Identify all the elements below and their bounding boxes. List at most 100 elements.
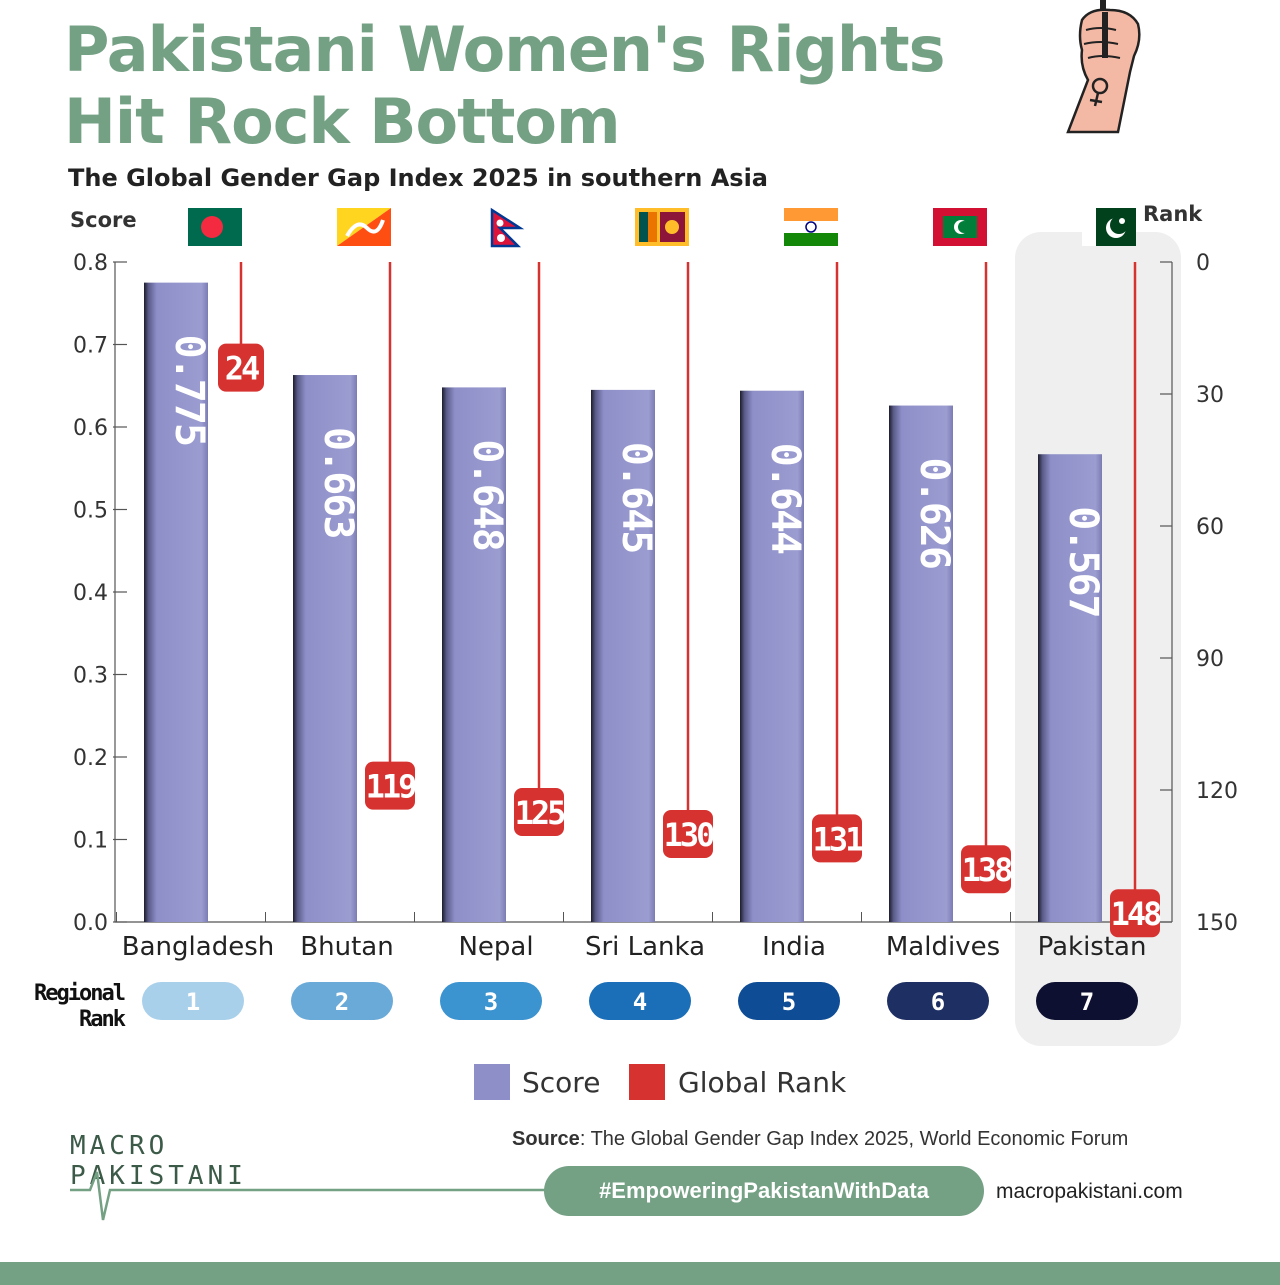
regional-rank-label: 4	[633, 988, 647, 1016]
score-value-label: 0.775	[166, 335, 212, 445]
y2-tick-label: 60	[1196, 515, 1224, 540]
rank-value-label: 119	[366, 768, 417, 806]
bangladesh-flag-icon	[188, 208, 242, 246]
score-bar	[740, 390, 804, 922]
y-tick-label: 0.5	[73, 499, 108, 524]
flag-white	[1082, 208, 1096, 246]
regional-rank-pill	[1036, 982, 1138, 1020]
regional-rank-pill	[887, 982, 989, 1020]
flag-pennant	[490, 207, 525, 248]
title-line-2: Hit Rock Bottom	[64, 85, 621, 158]
y-tick-label: 0.7	[73, 334, 108, 359]
flag-white	[784, 221, 838, 233]
rank-marker	[812, 814, 862, 863]
rank-value-label: 131	[813, 820, 864, 858]
footer-bar	[0, 1262, 1280, 1285]
regional-rank-pill	[738, 982, 840, 1020]
rank-marker	[663, 810, 713, 858]
y-tick-label: 0.3	[73, 664, 108, 689]
rank-marker	[218, 343, 264, 392]
rank-value-label: 148	[1111, 895, 1162, 933]
y2-tick-label: 150	[1196, 911, 1238, 936]
logo-line-1: MACRO	[70, 1131, 168, 1161]
score-value-label: 0.645	[613, 442, 659, 552]
nepal-flag-icon	[490, 207, 525, 248]
score-value-label: 0.663	[315, 427, 361, 537]
regional-rank-pill	[291, 982, 393, 1020]
score-bar	[591, 389, 655, 922]
regional-rank-title: Rank	[79, 1007, 126, 1032]
y2-tick-label: 120	[1196, 779, 1238, 804]
category-label: Maldives	[886, 932, 1000, 962]
website-link[interactable]: macropakistani.com	[996, 1180, 1183, 1203]
y2-tick-label: 0	[1196, 251, 1210, 276]
regional-rank-pill	[589, 982, 691, 1020]
category-label: Pakistan	[1038, 932, 1147, 962]
score-bar	[144, 282, 208, 922]
score-bar	[889, 405, 953, 922]
hashtag-badge: #EmpoweringPakistanWithData	[544, 1166, 984, 1216]
legend-swatch-score	[474, 1064, 510, 1100]
pakistan-flag-icon	[1082, 208, 1136, 246]
category-label: Bangladesh	[122, 932, 274, 962]
category-label: Sri Lanka	[585, 932, 705, 962]
flag-crescent-cut	[1110, 216, 1128, 234]
rank-marker	[961, 845, 1011, 894]
legend-label-rank: Global Rank	[678, 1066, 847, 1099]
y-tick-label: 0.6	[73, 416, 108, 441]
flag-orange	[648, 212, 657, 242]
title-line-1: Pakistani Women's Rights	[64, 13, 946, 86]
regional-rank-label: 1	[186, 988, 200, 1016]
regional-rank-label: 7	[1080, 988, 1094, 1016]
rank-value-label: 130	[664, 816, 715, 854]
flag-sun	[497, 234, 505, 242]
flag-chakra	[805, 221, 817, 233]
y2-tick-label: 90	[1196, 647, 1224, 672]
rank-value-label: 125	[515, 794, 566, 832]
bhutan-flag-icon	[337, 208, 391, 246]
flag-green	[784, 233, 838, 246]
regional-rank-label: 2	[335, 988, 349, 1016]
chart-subtitle: The Global Gender Gap Index 2025 in sout…	[68, 164, 768, 192]
y-tick-label: 0.2	[73, 746, 108, 771]
rank-value-label: 24	[225, 350, 259, 388]
regional-rank-label: 3	[484, 988, 498, 1016]
regional-rank-pill	[440, 982, 542, 1020]
score-bar	[293, 375, 357, 922]
maldives-flag-icon	[933, 208, 987, 246]
y-tick-label: 0.1	[73, 829, 108, 854]
macro-pakistani-logo: MACRO PAKISTANI	[70, 1131, 545, 1221]
regional-rank-title: Regional	[34, 981, 125, 1006]
y2-tick-label: 30	[1196, 383, 1224, 408]
raised-fist-female-symbol-icon	[1066, 0, 1141, 134]
score-value-label: 0.648	[464, 439, 510, 549]
flag-star	[1119, 218, 1125, 224]
y-tick-label: 0.8	[73, 251, 108, 276]
page-title: Pakistani Women's Rights Hit Rock Bottom	[64, 13, 946, 158]
india-flag-icon	[784, 208, 838, 246]
sri-lanka-flag-icon	[635, 208, 689, 246]
score-value-label: 0.626	[911, 458, 957, 568]
source-text: : The Global Gender Gap Index 2025, Worl…	[579, 1128, 1129, 1150]
score-value-label: 0.567	[1060, 506, 1106, 616]
flag-dragon	[345, 219, 385, 238]
rank-marker	[514, 788, 564, 836]
legend-swatch-rank	[629, 1064, 665, 1100]
flag-disc	[201, 216, 223, 238]
rank-marker	[365, 761, 415, 810]
legend-label-score: Score	[522, 1066, 600, 1099]
source-label: Source	[512, 1128, 580, 1150]
flag-lion	[665, 220, 679, 234]
score-bar	[1038, 454, 1102, 922]
y2-axis-title: Rank	[1143, 202, 1203, 226]
source-note: Source: The Global Gender Gap Index 2025…	[512, 1128, 1128, 1151]
flag-saffron	[784, 208, 838, 221]
y-tick-label: 0.4	[73, 581, 108, 606]
rank-marker	[1110, 889, 1160, 938]
score-value-label: 0.644	[762, 443, 808, 554]
y-tick-label: 0.0	[73, 911, 108, 936]
flag-moon	[496, 219, 504, 227]
flag-crescent-cut	[958, 221, 970, 233]
score-bar	[442, 387, 506, 922]
category-label: India	[762, 932, 826, 962]
